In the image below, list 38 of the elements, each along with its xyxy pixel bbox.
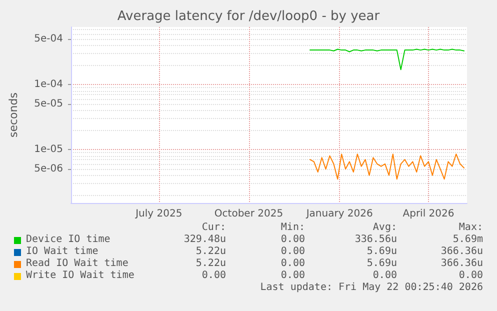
- text: Max:: [458, 222, 483, 234]
- text: Avg:: [372, 222, 397, 234]
- text: Min:: [280, 222, 305, 234]
- y-tick-label: 1e-05: [34, 144, 63, 155]
- text: Cur:: [202, 222, 226, 234]
- legend-label: Read IO Wait time: [26, 258, 128, 270]
- legend-label: IO Wait time: [26, 246, 98, 258]
- text: 0.00: [280, 270, 305, 282]
- text: 366.36u: [440, 258, 483, 270]
- chart-title: Average latency for /dev/loop0 - by year: [117, 9, 380, 24]
- x-tick-label: January 2026: [305, 208, 373, 220]
- text: 329.48u: [184, 234, 226, 246]
- y-tick-label: 5e-04: [34, 34, 63, 45]
- legend-label: Device IO time: [26, 234, 110, 246]
- text: 0.00: [458, 270, 483, 282]
- text: 5.69u: [366, 258, 397, 270]
- line-series: [309, 154, 465, 180]
- y-axis-title: seconds: [7, 92, 20, 138]
- text: 0.00: [280, 234, 305, 246]
- text: 0.00: [280, 258, 305, 270]
- text: 336.56u: [354, 234, 397, 246]
- y-tick-label: 5e-06: [34, 164, 63, 175]
- text: 366.36u: [440, 246, 483, 258]
- x-tick-label: April 2026: [402, 208, 454, 220]
- x-tick-label: October 2025: [214, 208, 284, 220]
- text: 0.00: [372, 270, 397, 282]
- text: 5.69u: [366, 246, 397, 258]
- text: 0.00: [280, 246, 305, 258]
- y-tick-label: 5e-05: [34, 98, 63, 110]
- text: Last update: Fri May 22 00:25:40 2026: [260, 282, 483, 294]
- text: 0.00: [202, 270, 226, 282]
- x-tick-label: July 2025: [134, 208, 182, 220]
- text: 5.22u: [196, 246, 226, 258]
- y-tick-label: 1e-04: [34, 79, 63, 90]
- line-series: [309, 48, 465, 70]
- text: 5.69m: [452, 234, 483, 246]
- legend-label: Write IO Wait time: [26, 270, 134, 282]
- text: 5.22u: [196, 258, 226, 270]
